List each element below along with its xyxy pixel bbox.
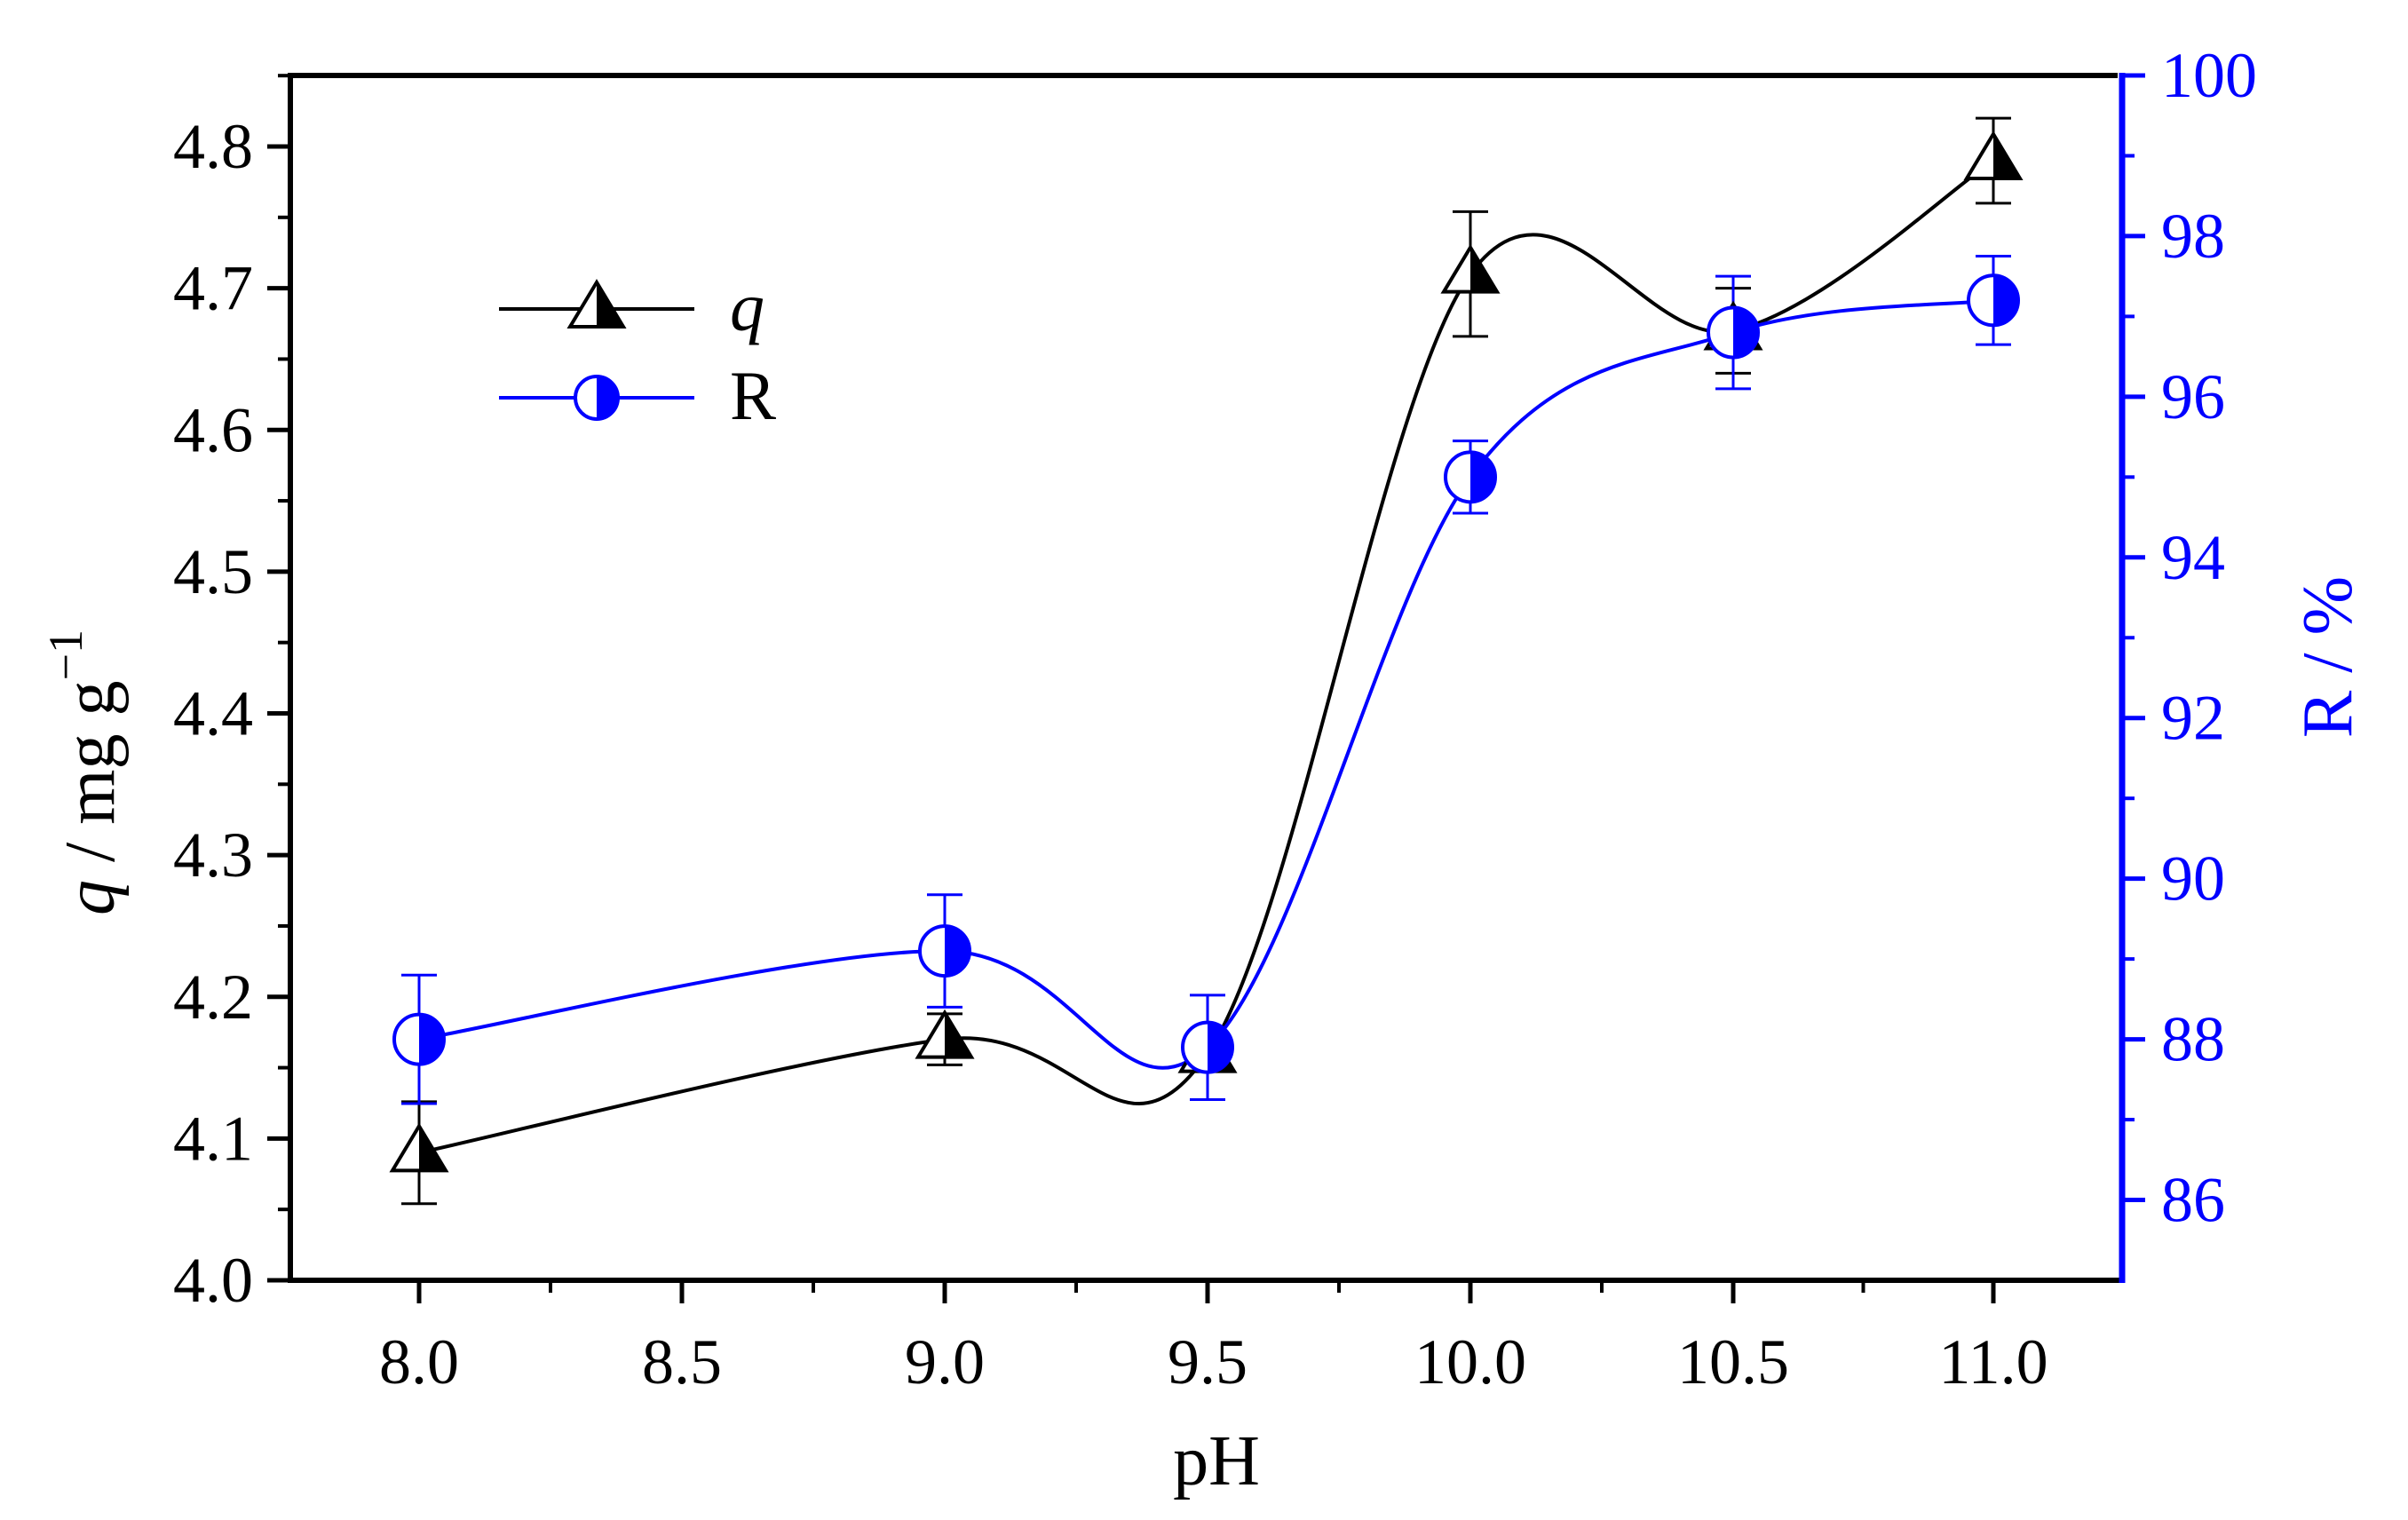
x-axis-title: pH bbox=[1173, 1422, 1260, 1500]
legend-label-q: q bbox=[730, 268, 764, 345]
data-point-r bbox=[1967, 273, 2020, 328]
data-point-r bbox=[1444, 450, 1497, 504]
x-tick-label: 10.5 bbox=[1677, 1326, 1789, 1397]
marker-triangle-fill bbox=[419, 1126, 446, 1171]
marker-circle-fill bbox=[945, 926, 970, 977]
right-y-tick-label: 88 bbox=[2161, 1004, 2225, 1075]
plot-frame bbox=[288, 73, 2126, 1283]
x-tick-label: 9.5 bbox=[1168, 1326, 1248, 1397]
x-tick-label: 8.0 bbox=[379, 1326, 459, 1397]
right-y-tick-label: 94 bbox=[2161, 522, 2225, 593]
left-y-axis-title-unit: / mg g bbox=[51, 681, 130, 880]
left-y-tick-label: 4.1 bbox=[173, 1103, 253, 1174]
markers-layer bbox=[389, 131, 2024, 1173]
right-y-tick-label: 86 bbox=[2161, 1165, 2225, 1236]
marker-circle-fill bbox=[1733, 307, 1758, 358]
left-y-tick-label: 4.5 bbox=[173, 536, 253, 607]
legend-triangle-fill bbox=[597, 282, 623, 327]
left-y-tick-label: 4.2 bbox=[173, 962, 253, 1033]
x-tick-label: 11.0 bbox=[1938, 1326, 2048, 1397]
data-point-r bbox=[392, 1012, 446, 1066]
x-tick-label: 10.0 bbox=[1414, 1326, 1526, 1397]
right-y-tick-label: 90 bbox=[2161, 843, 2225, 914]
marker-triangle-fill bbox=[1993, 133, 2020, 178]
left-y-tick-label: 4.8 bbox=[173, 111, 253, 182]
data-point-r bbox=[1707, 305, 1760, 360]
legend-marker-r bbox=[574, 375, 620, 421]
left-y-tick-label: 4.4 bbox=[173, 678, 253, 749]
left-y-tick-label: 4.7 bbox=[173, 253, 253, 324]
left-y-axis-title-exponent: −1 bbox=[39, 629, 92, 680]
x-tick-label: 8.5 bbox=[642, 1326, 722, 1397]
x-axis: 8.0 8.5 9.0 9.5 10.0 10.5 11.0 bbox=[379, 1280, 2048, 1397]
marker-triangle-fill bbox=[945, 1012, 971, 1057]
left-y-tick-label: 4.0 bbox=[173, 1245, 253, 1316]
data-point-r bbox=[918, 924, 971, 978]
marker-triangle-fill bbox=[1470, 247, 1497, 292]
left-y-tick-label: 4.3 bbox=[173, 819, 253, 891]
legend-circle-fill bbox=[597, 376, 618, 419]
data-point-q bbox=[915, 1009, 975, 1059]
legend-entry-r: R bbox=[499, 357, 776, 434]
right-y-tick-label: 96 bbox=[2161, 361, 2225, 432]
right-y-axis: 86 88 90 92 94 96 98 100 bbox=[2122, 40, 2257, 1236]
legend-marker-q bbox=[566, 279, 627, 329]
legend-label-r: R bbox=[730, 357, 776, 434]
right-y-tick-label: 100 bbox=[2161, 40, 2257, 111]
legend: q R bbox=[499, 268, 776, 434]
right-y-tick-label: 92 bbox=[2161, 683, 2225, 754]
marker-circle-fill bbox=[419, 1014, 444, 1065]
data-point-q bbox=[1440, 243, 1501, 294]
x-tick-label: 9.0 bbox=[905, 1326, 985, 1397]
right-y-axis-title: R / % bbox=[2289, 576, 2367, 738]
left-y-axis-title: q / mg g−1 bbox=[39, 629, 130, 915]
marker-circle-fill bbox=[1993, 275, 2018, 326]
left-y-tick-label: 4.6 bbox=[173, 394, 253, 465]
data-point-r bbox=[1181, 1020, 1234, 1074]
marker-circle-fill bbox=[1208, 1022, 1232, 1073]
marker-circle-fill bbox=[1470, 452, 1495, 503]
legend-entry-q: q bbox=[499, 268, 764, 345]
left-y-axis-title-symbol: q bbox=[51, 880, 130, 915]
data-point-q bbox=[1963, 131, 2024, 180]
right-y-tick-label: 98 bbox=[2161, 201, 2225, 272]
data-point-q bbox=[389, 1122, 449, 1173]
left-y-axis: 4.0 4.1 4.2 4.3 4.4 4.5 4.6 4.7 4.8 bbox=[173, 74, 290, 1316]
